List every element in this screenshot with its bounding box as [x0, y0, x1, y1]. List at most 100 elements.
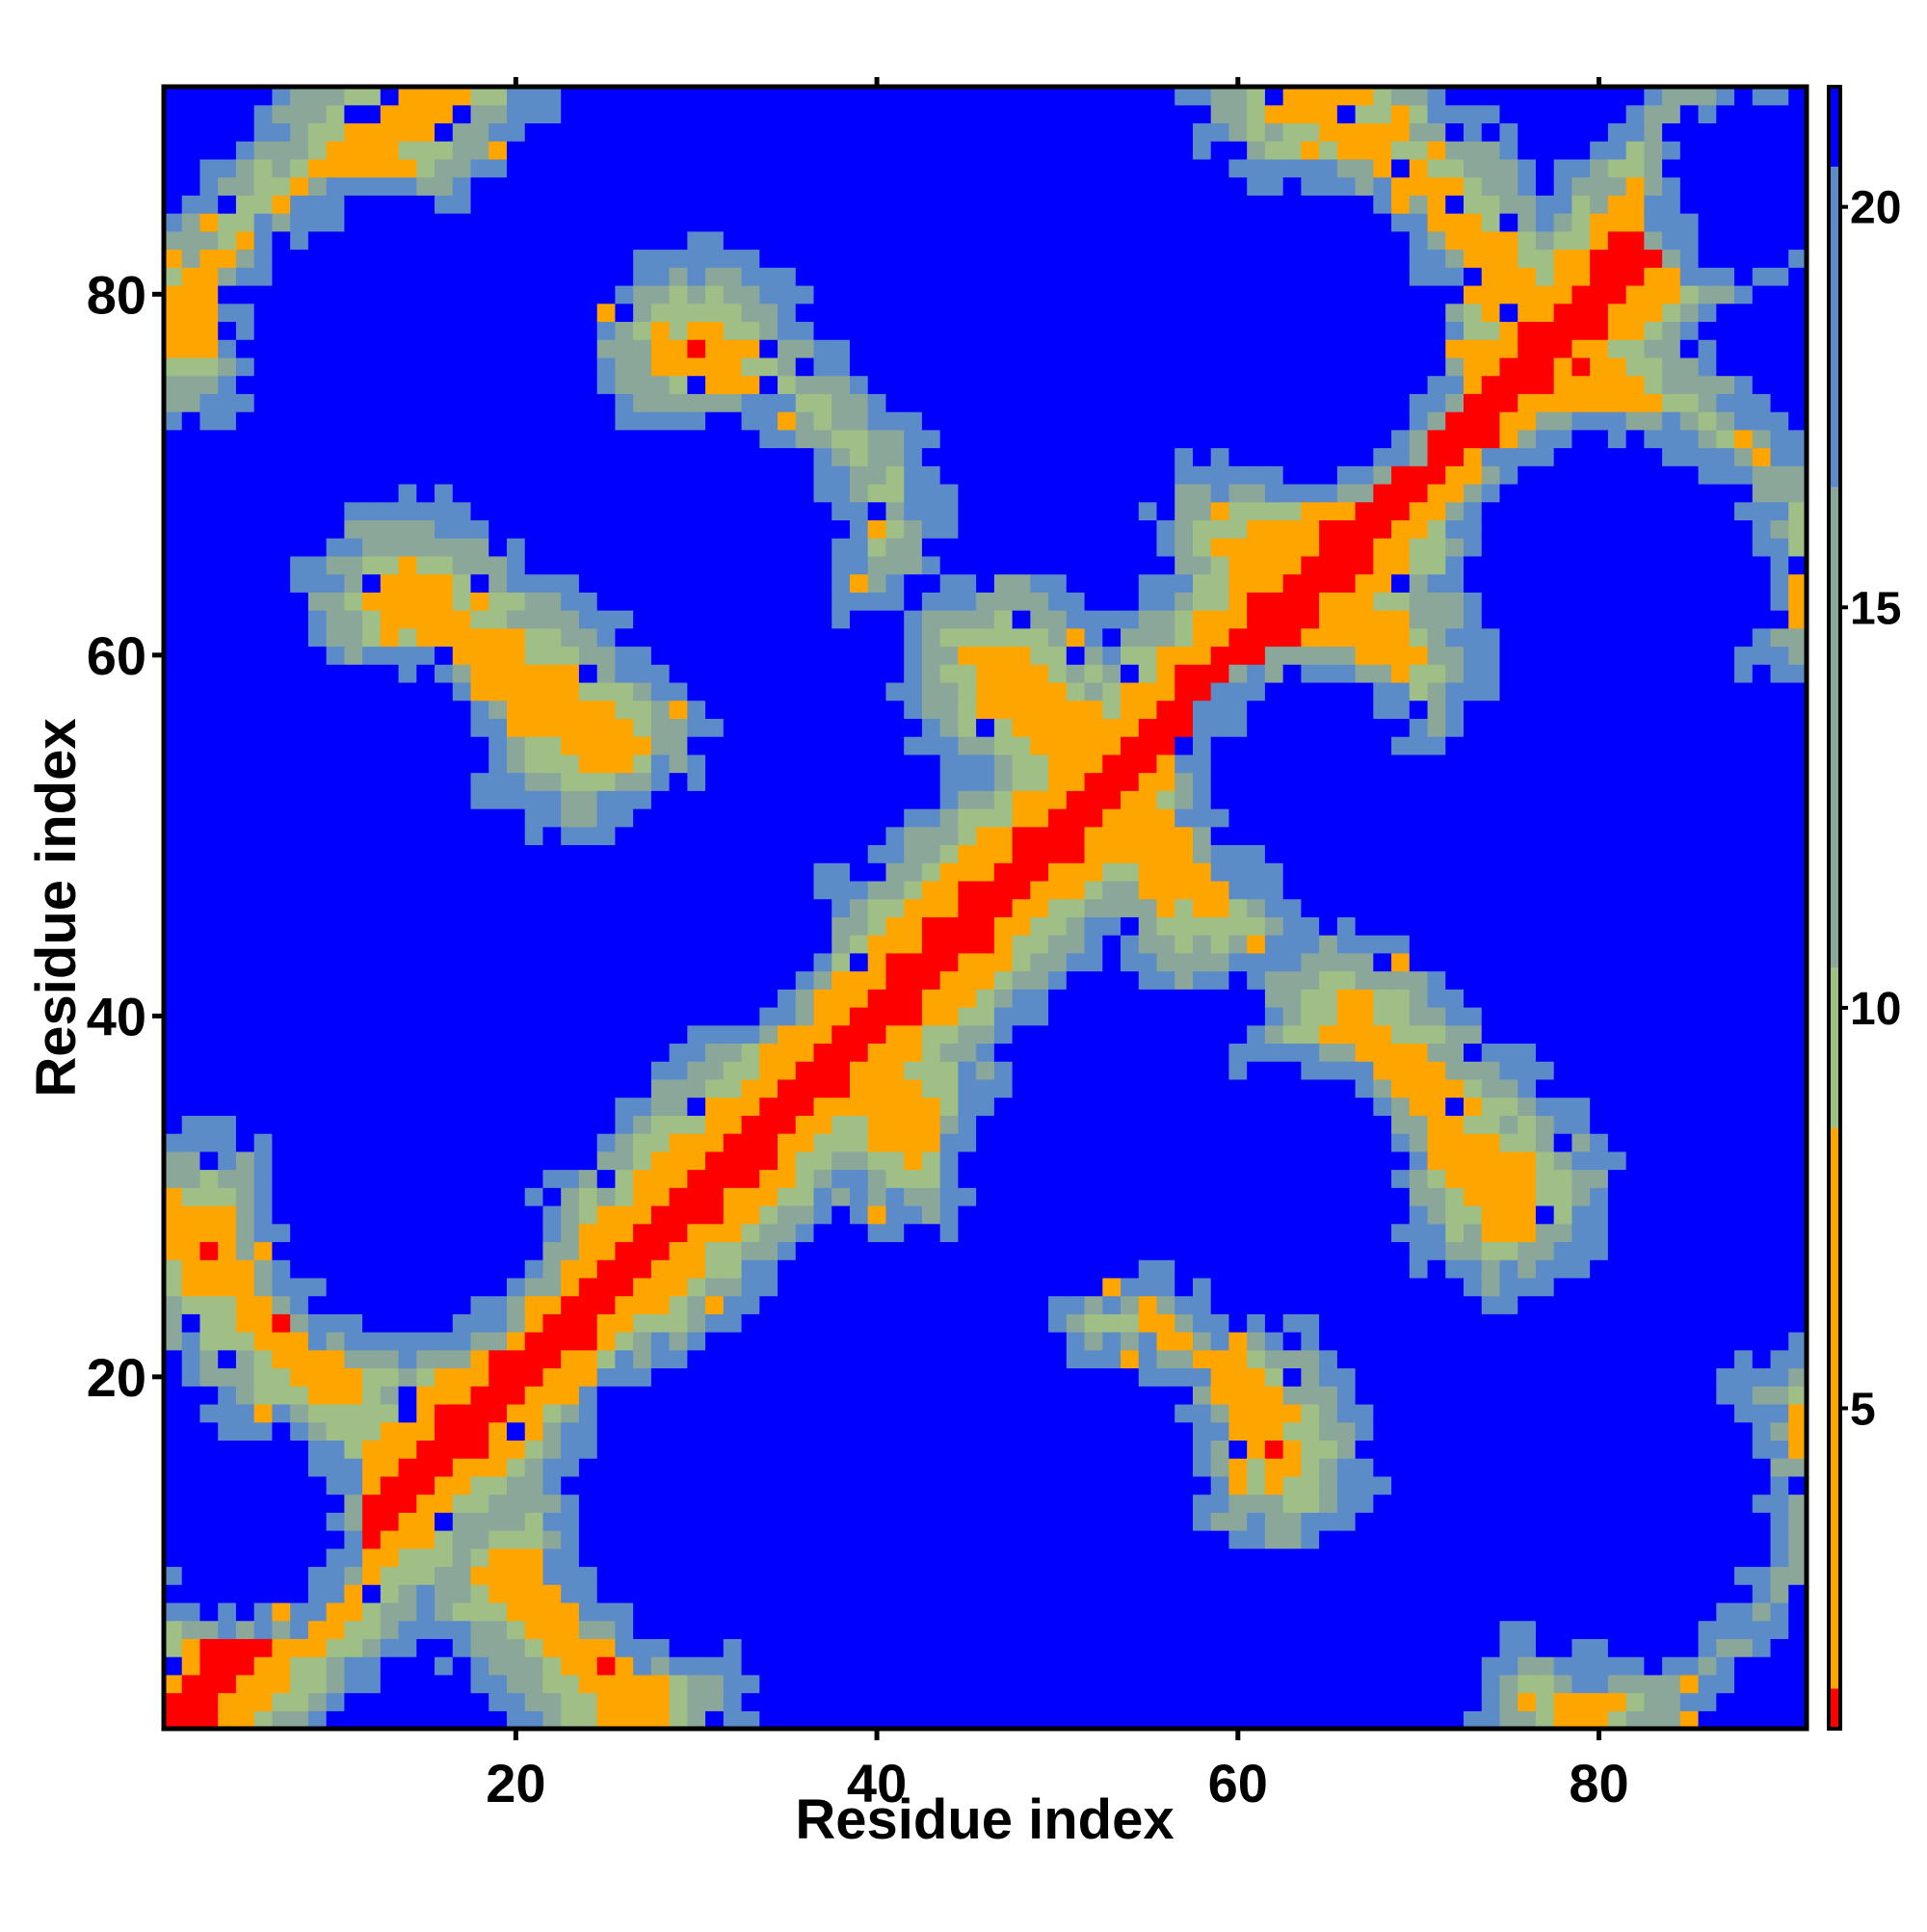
- heatmap-cell: [235, 1692, 255, 1711]
- heatmap-cell: [470, 1332, 489, 1351]
- heatmap-cell: [976, 1349, 995, 1369]
- heatmap-cell: [650, 357, 671, 377]
- heatmap-cell: [939, 447, 959, 466]
- heatmap-cell: [416, 970, 436, 990]
- heatmap-cell: [398, 447, 417, 466]
- heatmap-cell: [596, 357, 617, 377]
- heatmap-cell: [778, 122, 797, 142]
- heatmap-cell: [904, 1295, 923, 1314]
- heatmap-cell: [778, 141, 797, 160]
- heatmap-cell: [795, 158, 815, 178]
- heatmap-cell: [362, 1169, 382, 1188]
- heatmap-cell: [218, 1440, 237, 1459]
- heatmap-cell: [958, 1078, 977, 1098]
- heatmap-cell: [524, 339, 544, 358]
- heatmap-cell: [795, 1367, 815, 1387]
- heatmap-cell: [398, 1458, 417, 1477]
- heatmap-cell: [1102, 411, 1122, 431]
- heatmap-cell: [723, 1024, 743, 1045]
- heatmap-cell: [1138, 321, 1158, 340]
- heatmap-cell: [993, 1710, 1014, 1730]
- heatmap-cell: [958, 646, 977, 665]
- heatmap-cell: [669, 1259, 688, 1279]
- heatmap-cell: [506, 1349, 526, 1369]
- heatmap-cell: [832, 880, 851, 900]
- heatmap-cell: [561, 1204, 580, 1225]
- heatmap-cell: [615, 952, 634, 972]
- heatmap-cell: [795, 1458, 815, 1477]
- heatmap-cell: [326, 1151, 345, 1171]
- heatmap-cell: [939, 1223, 959, 1243]
- heatmap-cell: [687, 1421, 706, 1441]
- heatmap-cell: [939, 610, 959, 629]
- heatmap-cell: [976, 122, 995, 142]
- heatmap-cell: [1012, 952, 1031, 972]
- heatmap-cell: [1121, 1295, 1140, 1314]
- heatmap-cell: [615, 1475, 634, 1495]
- heatmap-cell: [542, 195, 562, 214]
- heatmap-cell: [578, 1133, 598, 1152]
- heatmap-cell: [542, 1367, 562, 1387]
- heatmap-cell: [867, 1512, 887, 1531]
- heatmap-cell: [524, 790, 544, 809]
- heatmap-cell: [326, 519, 345, 539]
- heatmap-cell: [778, 1710, 797, 1730]
- heatmap-cell: [778, 1223, 797, 1243]
- heatmap-cell: [867, 970, 887, 990]
- heatmap-cell: [253, 230, 274, 251]
- heatmap-cell: [253, 1204, 274, 1225]
- heatmap-cell: [506, 176, 526, 196]
- heatmap-cell: [181, 989, 201, 1008]
- heatmap-cell: [488, 1043, 508, 1062]
- heatmap-cell: [398, 1566, 417, 1585]
- heatmap-cell: [416, 555, 436, 575]
- heatmap-cell: [253, 1061, 274, 1080]
- heatmap-cell: [218, 862, 237, 882]
- heatmap-cell: [290, 87, 309, 106]
- heatmap-cell: [272, 284, 291, 304]
- heatmap-cell: [723, 158, 743, 178]
- heatmap-cell: [885, 880, 905, 900]
- heatmap-cell: [307, 772, 328, 791]
- heatmap-cell: [832, 465, 851, 485]
- heatmap-cell: [561, 321, 580, 340]
- heatmap-cell: [993, 1043, 1014, 1062]
- heatmap-cell: [380, 844, 400, 863]
- heatmap-cell: [235, 1313, 255, 1333]
- heatmap-cell: [904, 1584, 923, 1603]
- heatmap-cell: [958, 844, 977, 863]
- heatmap-cell: [435, 1530, 454, 1549]
- heatmap-cell: [741, 1530, 760, 1549]
- heatmap-cell: [1066, 122, 1086, 142]
- heatmap-cell: [524, 1440, 544, 1459]
- heatmap-cell: [326, 393, 345, 412]
- heatmap-cell: [362, 483, 382, 503]
- heatmap-cell: [506, 880, 526, 900]
- heatmap-cell: [705, 213, 725, 232]
- heatmap-cell: [199, 230, 219, 251]
- heatmap-cell: [813, 1475, 832, 1495]
- heatmap-cell: [1048, 1601, 1068, 1622]
- heatmap-cell: [813, 249, 832, 268]
- heatmap-cell: [272, 158, 291, 178]
- heatmap-cell: [344, 122, 363, 142]
- heatmap-cell: [218, 339, 237, 358]
- heatmap-cell: [596, 573, 617, 593]
- heatmap-cell: [506, 664, 526, 683]
- heatmap-cell: [687, 736, 706, 755]
- heatmap-cell: [253, 555, 274, 575]
- heatmap-cell: [1138, 736, 1158, 755]
- heatmap-cell: [615, 1332, 634, 1351]
- heatmap-cell: [524, 952, 544, 972]
- heatmap-cell: [435, 519, 454, 539]
- heatmap-cell: [759, 826, 779, 846]
- heatmap-cell: [524, 104, 544, 124]
- heatmap-cell: [795, 357, 815, 377]
- heatmap-cell: [488, 1475, 508, 1495]
- heatmap-cell: [921, 1169, 941, 1188]
- heatmap-cell: [650, 1710, 671, 1730]
- heatmap-cell: [832, 898, 851, 917]
- heatmap-cell: [561, 1620, 580, 1639]
- heatmap-cell: [344, 1386, 363, 1405]
- heatmap-cell: [976, 880, 995, 900]
